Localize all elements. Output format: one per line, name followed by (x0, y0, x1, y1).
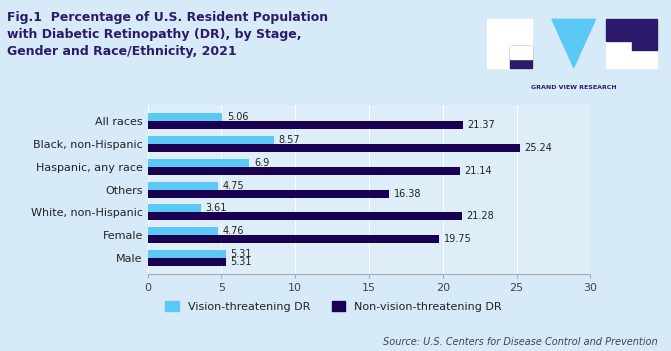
Polygon shape (552, 19, 595, 67)
Text: GRAND VIEW RESEARCH: GRAND VIEW RESEARCH (531, 85, 617, 90)
Bar (148, 159, 250, 167)
Bar (631, 41, 657, 50)
Bar (148, 144, 520, 152)
Text: 21.14: 21.14 (464, 166, 492, 176)
Text: 4.75: 4.75 (222, 180, 244, 191)
Bar (148, 212, 462, 220)
Text: 5.06: 5.06 (227, 112, 248, 122)
Bar (510, 46, 532, 67)
Bar (607, 19, 657, 67)
Bar (148, 204, 201, 212)
Text: 5.31: 5.31 (230, 257, 252, 267)
Bar (148, 227, 218, 235)
Bar (510, 46, 532, 59)
Bar (148, 258, 226, 266)
Text: 16.38: 16.38 (394, 188, 421, 199)
Bar (148, 113, 222, 121)
Text: 21.37: 21.37 (468, 120, 495, 130)
Text: 4.76: 4.76 (222, 226, 244, 236)
Text: 8.57: 8.57 (278, 135, 300, 145)
Legend: Vision-threatening DR, Non-vision-threatening DR: Vision-threatening DR, Non-vision-threat… (162, 298, 505, 316)
Text: Source: U.S. Centers for Disease Control and Prevention: Source: U.S. Centers for Disease Control… (383, 338, 658, 347)
Bar (148, 250, 226, 258)
Text: 25.24: 25.24 (525, 143, 552, 153)
Bar (148, 121, 463, 129)
Bar (486, 19, 532, 67)
Text: 19.75: 19.75 (444, 234, 471, 244)
Text: Fig.1  Percentage of U.S. Resident Population
with Diabetic Retinopathy (DR), by: Fig.1 Percentage of U.S. Resident Popula… (7, 11, 328, 58)
Bar (148, 235, 440, 243)
Bar (148, 190, 389, 198)
Bar (148, 181, 217, 190)
Bar (148, 136, 274, 144)
Text: 5.31: 5.31 (230, 249, 252, 259)
Bar (148, 167, 460, 175)
Text: 6.9: 6.9 (254, 158, 269, 168)
Text: 3.61: 3.61 (205, 203, 227, 213)
Text: 21.28: 21.28 (466, 211, 494, 221)
Bar (607, 19, 657, 41)
